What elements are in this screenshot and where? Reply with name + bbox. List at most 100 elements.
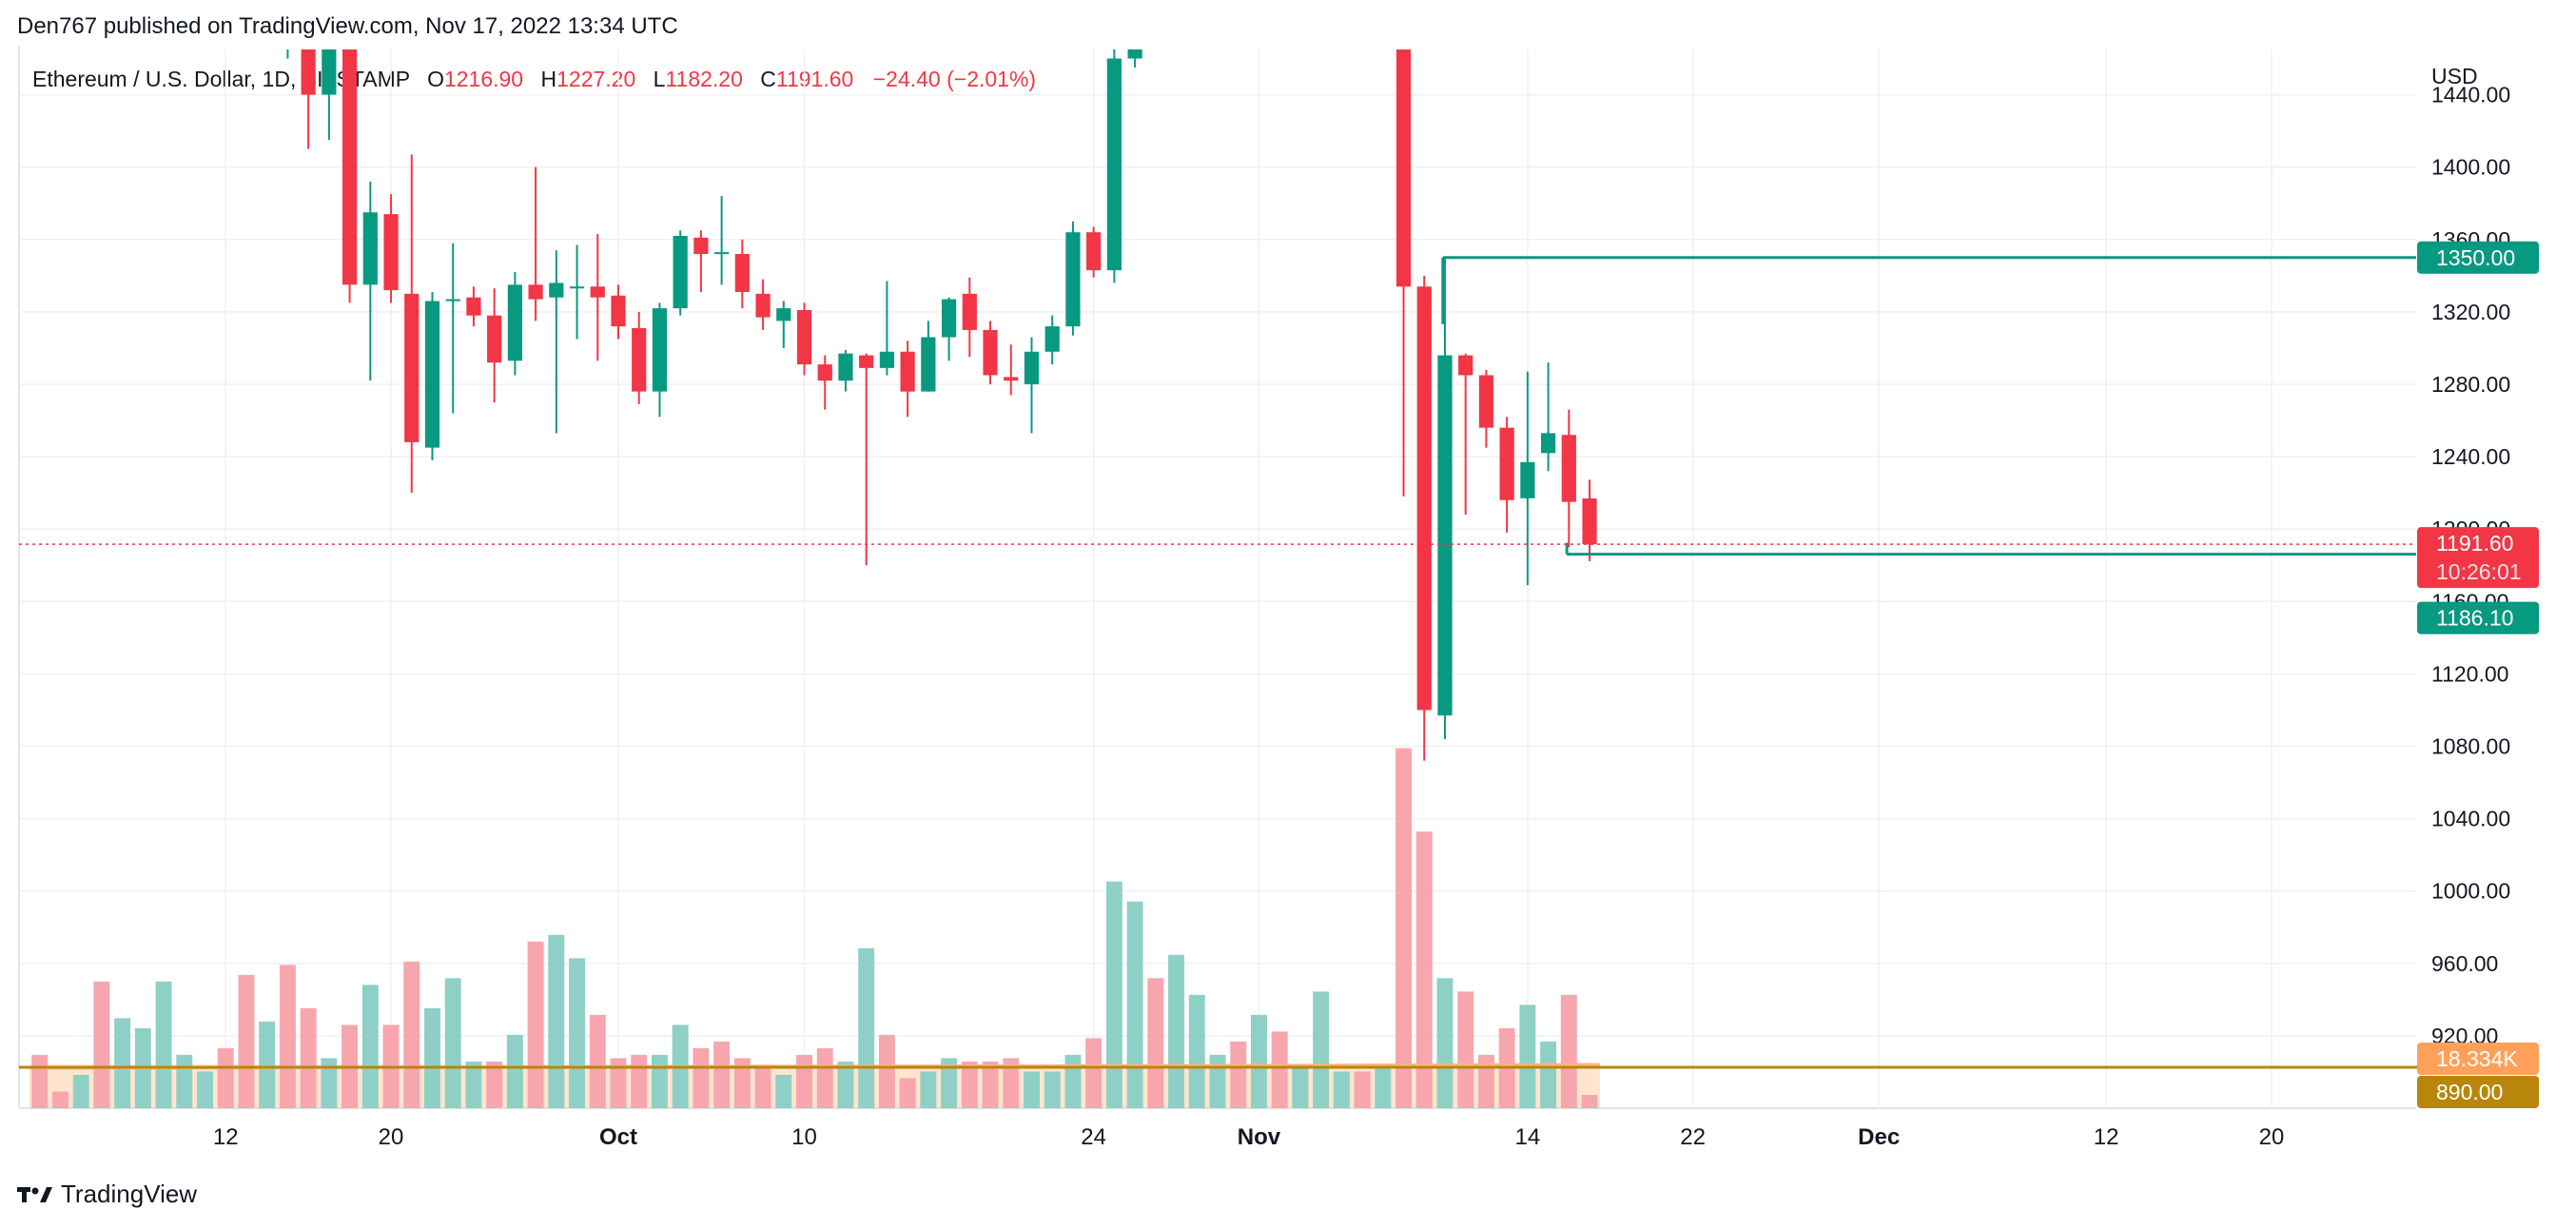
price-tick-label: 1320.00 bbox=[2431, 300, 2510, 324]
volume-bar bbox=[444, 978, 461, 1108]
time-tick-label: 12 bbox=[213, 1124, 239, 1150]
candle-body bbox=[632, 327, 647, 392]
time-tick-label: 12 bbox=[2094, 1124, 2119, 1150]
price-tick-label: 1040.00 bbox=[2431, 807, 2510, 831]
candle-body bbox=[734, 253, 750, 292]
volume-bar bbox=[1540, 1041, 1557, 1108]
volume-bar bbox=[1333, 1071, 1350, 1108]
volume-bar bbox=[713, 1041, 731, 1108]
candle-body bbox=[1086, 232, 1102, 271]
candle-body bbox=[362, 212, 378, 285]
volume-bar bbox=[878, 1034, 895, 1108]
volume-bar bbox=[1230, 1041, 1247, 1108]
candle-body bbox=[301, 49, 316, 95]
time-tick-label: 20 bbox=[379, 1124, 404, 1150]
candle-body bbox=[1106, 58, 1122, 271]
candle-body bbox=[921, 337, 936, 392]
high-key: H bbox=[540, 67, 557, 91]
volume-bar bbox=[1457, 991, 1474, 1108]
candle-body bbox=[1478, 375, 1494, 428]
low-value: 1182.20 bbox=[665, 67, 743, 91]
volume-bar bbox=[941, 1058, 958, 1108]
currency-label: USD bbox=[2431, 64, 2478, 88]
volume-bar bbox=[1436, 978, 1454, 1108]
volume-bar bbox=[1519, 1005, 1536, 1108]
volume-bar bbox=[176, 1054, 193, 1108]
volume-bar bbox=[259, 1021, 276, 1108]
last-price-tag-bg bbox=[2417, 527, 2539, 589]
volume-bar bbox=[816, 1047, 833, 1108]
brand-name: TradingView bbox=[61, 1180, 198, 1208]
candle-body bbox=[569, 286, 585, 289]
candle-body bbox=[424, 301, 440, 448]
volume-bar bbox=[51, 1091, 68, 1108]
low-key: L bbox=[653, 67, 666, 91]
candle-body bbox=[652, 308, 668, 392]
candle-body bbox=[673, 235, 688, 309]
volume-bar bbox=[1271, 1031, 1288, 1108]
time-tick-label: 24 bbox=[1081, 1124, 1106, 1150]
volume-bar bbox=[651, 1054, 668, 1108]
volume-bar bbox=[589, 1014, 606, 1108]
volume-bar bbox=[796, 1054, 812, 1108]
volume-bar bbox=[1003, 1058, 1020, 1108]
candle-body bbox=[1458, 355, 1473, 376]
volume-bar bbox=[982, 1061, 999, 1108]
candle-body bbox=[466, 297, 481, 316]
volume-bar bbox=[1354, 1071, 1371, 1108]
volume-bar bbox=[548, 934, 565, 1108]
candle-body bbox=[383, 214, 399, 291]
open-key: O bbox=[427, 67, 444, 91]
candle-body bbox=[941, 299, 957, 338]
volume-bar bbox=[1375, 1067, 1392, 1108]
volume-bar bbox=[114, 1018, 131, 1108]
volume-bar bbox=[1105, 881, 1122, 1108]
candle-body bbox=[487, 315, 502, 363]
candle-body bbox=[342, 49, 358, 285]
volume-bar bbox=[1085, 1038, 1103, 1108]
volume-bar bbox=[920, 1071, 937, 1108]
time-tick-label: 10 bbox=[791, 1124, 817, 1150]
volume-bar bbox=[506, 1034, 523, 1108]
volume-bar bbox=[1044, 1071, 1061, 1108]
volume-bar bbox=[279, 965, 296, 1108]
volume-bar bbox=[1024, 1071, 1040, 1108]
candlestick-series bbox=[286, 49, 1597, 761]
price-tick-label: 960.00 bbox=[2431, 951, 2498, 976]
volume-bar bbox=[321, 1058, 338, 1108]
close-value: 1191.60 bbox=[775, 67, 854, 91]
volume-bar bbox=[754, 1064, 771, 1108]
volume-bar bbox=[631, 1054, 648, 1108]
candle-body bbox=[1004, 377, 1019, 381]
candle-body bbox=[1024, 351, 1040, 384]
chart-grid bbox=[18, 46, 2416, 1109]
candle-body bbox=[1127, 49, 1142, 59]
volume-bar bbox=[1209, 1054, 1226, 1108]
level-tag-1186-bg bbox=[2417, 601, 2539, 634]
volume-bar bbox=[1395, 748, 1412, 1108]
volume-bar bbox=[527, 941, 544, 1108]
volume-bar bbox=[300, 1007, 317, 1108]
volume-bar bbox=[693, 1047, 710, 1108]
volume-bar bbox=[961, 1061, 978, 1108]
price-tick-label: 1440.00 bbox=[2431, 83, 2510, 107]
volume-bar bbox=[424, 1007, 440, 1108]
candle-body bbox=[1044, 326, 1060, 352]
level-tag-1350: 1350.00 bbox=[2436, 245, 2515, 270]
high-value: 1227.20 bbox=[556, 67, 636, 91]
candle-body bbox=[1520, 461, 1535, 498]
volume-bar bbox=[31, 1054, 49, 1108]
candle-body bbox=[445, 299, 460, 302]
price-tick-label: 1080.00 bbox=[2431, 733, 2510, 758]
volume-bar bbox=[837, 1061, 854, 1108]
tradingview-brand[interactable]: TradingView bbox=[17, 1180, 197, 1209]
volume-bar bbox=[1415, 831, 1433, 1108]
volume-bar bbox=[217, 1047, 234, 1108]
volume-bar bbox=[1188, 994, 1205, 1108]
volume-bar bbox=[1126, 901, 1143, 1108]
publisher-line: Den767 published on TradingView.com, Nov… bbox=[17, 13, 678, 39]
candle-body bbox=[507, 284, 522, 361]
candle-body bbox=[1582, 498, 1597, 545]
candle-body bbox=[1416, 286, 1432, 711]
